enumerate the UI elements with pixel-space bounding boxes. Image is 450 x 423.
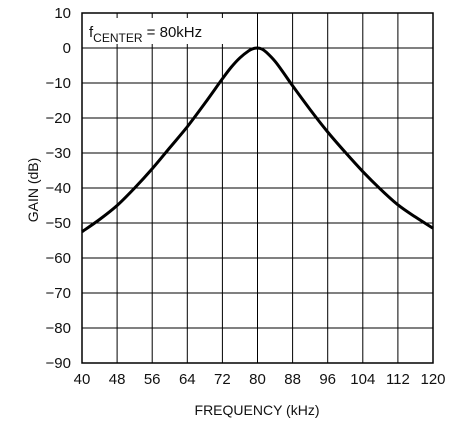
x-tick-label: 80	[249, 371, 266, 388]
x-tick-label: 48	[109, 371, 126, 388]
y-axis-title: GAIN (dB)	[25, 158, 41, 223]
y-tick-label: −80	[46, 320, 71, 337]
y-tick-label: −50	[46, 215, 71, 232]
y-tick-label: −90	[46, 355, 71, 372]
center-frequency-annotation: fCENTER = 80kHz	[89, 24, 202, 45]
y-tick-label: 10	[54, 5, 71, 22]
x-tick-label: 88	[284, 371, 301, 388]
gain-curve	[81, 46, 434, 233]
plot-frame	[81, 12, 434, 364]
x-tick-label: 72	[214, 371, 231, 388]
x-tick-label: 40	[74, 371, 91, 388]
x-tick-label: 112	[386, 371, 410, 388]
y-tick-label: −60	[46, 250, 71, 267]
x-tick-label: 104	[350, 371, 375, 388]
annotation-background	[84, 18, 224, 44]
annotation-subscript: CENTER	[93, 31, 143, 45]
y-tick-label: −70	[46, 285, 71, 302]
y-tick-label: −20	[46, 110, 71, 127]
y-tick-label: −30	[46, 145, 71, 162]
x-tick-label: 56	[144, 371, 161, 388]
y-tick-label: −40	[46, 180, 71, 197]
y-tick-label: 0	[63, 40, 71, 57]
x-tick-label: 120	[420, 371, 445, 388]
y-tick-label: −10	[46, 75, 71, 92]
annotation-suffix: = 80kHz	[143, 24, 203, 41]
x-tick-label: 96	[319, 371, 336, 388]
annotation-prefix: f	[89, 24, 94, 41]
x-axis-title: FREQUENCY (kHz)	[195, 402, 320, 418]
x-tick-label: 64	[179, 371, 196, 388]
